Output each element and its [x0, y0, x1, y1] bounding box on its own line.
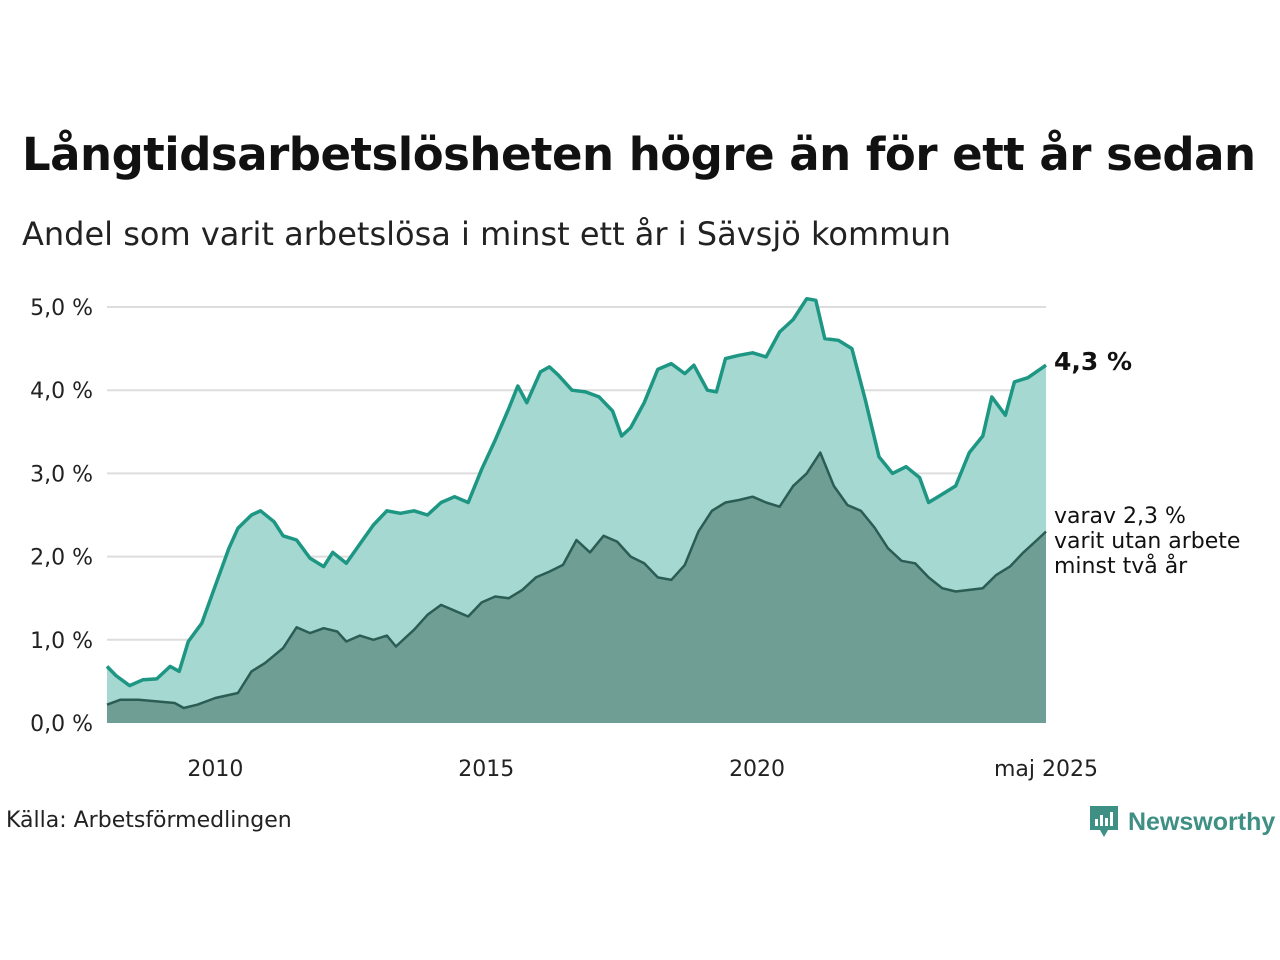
chart-title: Långtidsarbetslösheten högre än för ett …	[22, 128, 1256, 181]
y-tick-label: 2,0 %	[30, 546, 93, 571]
y-axis-ticks: 0,0 % 1,0 % 2,0 % 3,0 % 4,0 % 5,0 %	[30, 296, 93, 737]
brand-name: Newsworthy	[1128, 807, 1276, 836]
y-tick-label: 5,0 %	[30, 296, 93, 321]
y-tick-label: 1,0 %	[30, 629, 93, 654]
latest-value-label: 4,3 %	[1054, 347, 1133, 376]
sub-value-label: varav 2,3 % varit utan arbete minst två …	[1054, 504, 1240, 579]
series-two-years-area	[107, 452, 1046, 723]
y-tick-label: 3,0 %	[30, 462, 93, 487]
brand-logo: Newsworthy	[1088, 804, 1275, 840]
sub-value-line: varit utan arbete	[1054, 529, 1241, 554]
y-tick-label: 0,0 %	[30, 712, 93, 737]
series-long-term-line	[105, 296, 1047, 688]
x-tick-label: 2010	[187, 757, 243, 782]
x-tick-label: 2015	[458, 757, 514, 782]
x-axis-ticks: 2010 2015 2020 maj 2025	[187, 757, 1098, 782]
newsworthy-icon	[1090, 806, 1118, 837]
x-tick-label: maj 2025	[994, 757, 1098, 782]
sub-value-line: minst två år	[1054, 554, 1188, 579]
sub-value-line: varav 2,3 %	[1054, 504, 1186, 529]
chart-areas	[105, 296, 1047, 723]
series-two-years-line	[106, 451, 1047, 710]
y-tick-label: 4,0 %	[30, 379, 93, 404]
x-tick-label: 2020	[729, 757, 785, 782]
chart-subtitle: Andel som varit arbetslösa i minst ett å…	[22, 215, 951, 253]
source-note: Källa: Arbetsförmedlingen	[6, 808, 292, 833]
